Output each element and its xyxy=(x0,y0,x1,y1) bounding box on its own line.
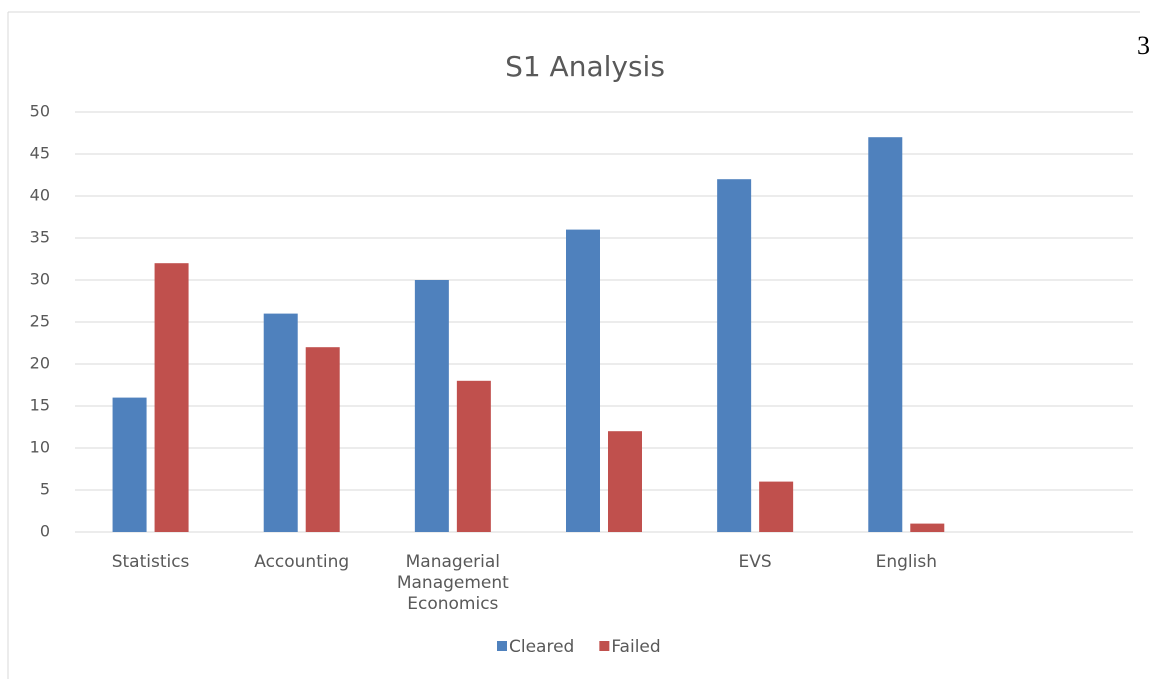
y-tick-label: 10 xyxy=(30,438,50,457)
bar xyxy=(566,229,600,532)
bar xyxy=(263,313,298,532)
bar xyxy=(305,347,340,532)
x-tick-label: Accounting xyxy=(254,552,350,572)
bar xyxy=(154,263,189,532)
y-tick-label: 15 xyxy=(30,396,50,415)
bar xyxy=(759,481,794,532)
bar xyxy=(868,137,903,532)
y-tick-label: 35 xyxy=(30,228,50,247)
page-number: 3 xyxy=(1137,31,1150,60)
legend-swatch xyxy=(599,641,610,651)
bar xyxy=(608,431,642,532)
legend-swatch xyxy=(497,641,507,651)
x-tick-label: Statistics xyxy=(111,552,190,572)
x-tick-label: English xyxy=(875,552,937,572)
bar xyxy=(456,380,491,532)
bar xyxy=(112,397,147,532)
y-tick-label: 40 xyxy=(30,186,50,205)
bar xyxy=(717,179,752,532)
y-tick-label: 20 xyxy=(30,354,50,373)
bar xyxy=(910,523,945,532)
x-tick-label: Managerial Management Economics xyxy=(396,552,509,614)
x-tick-label: EVS xyxy=(738,552,772,572)
y-tick-label: 5 xyxy=(40,480,50,499)
chart-title: S1 Analysis xyxy=(505,50,665,83)
legend-label: Cleared xyxy=(509,637,574,657)
y-tick-label: 0 xyxy=(40,522,50,541)
y-tick-label: 30 xyxy=(30,270,50,289)
y-tick-label: 50 xyxy=(30,102,50,121)
legend-label: Failed xyxy=(611,637,660,657)
bar xyxy=(414,280,449,532)
y-tick-label: 25 xyxy=(30,312,50,331)
y-tick-label: 45 xyxy=(30,144,50,163)
